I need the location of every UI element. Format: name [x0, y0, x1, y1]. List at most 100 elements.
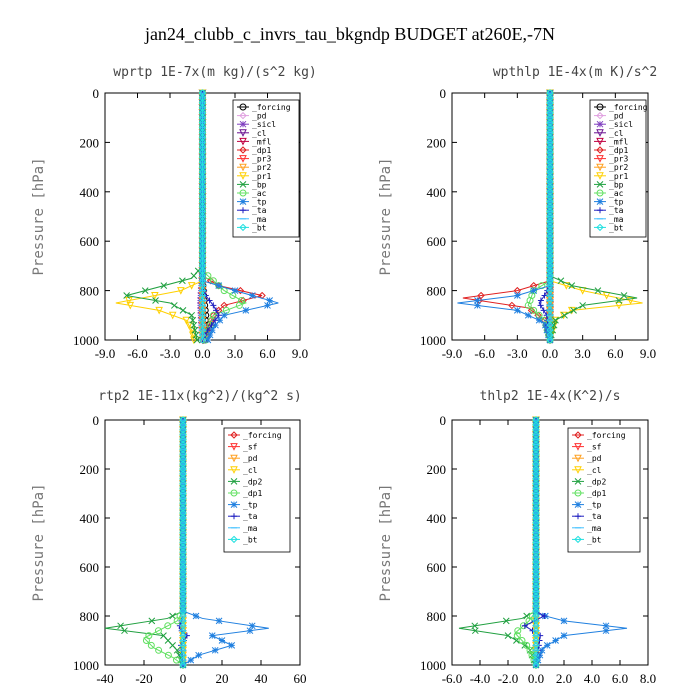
- legend-label: _ta: [609, 206, 624, 215]
- data-point: [208, 322, 215, 329]
- data-point: [198, 178, 207, 186]
- legend-label: _pd: [609, 112, 624, 121]
- data-point: [198, 257, 207, 265]
- data-point: [208, 632, 216, 639]
- legend-entry: _ma: [594, 215, 624, 224]
- data-point: [532, 622, 540, 630]
- legend-marker: [239, 163, 247, 172]
- data-point: [198, 118, 207, 127]
- data-point: [546, 118, 554, 127]
- data-point: [552, 316, 559, 324]
- legend-marker: [574, 535, 582, 544]
- legend-label: _dp1: [252, 146, 271, 155]
- data-point: [474, 302, 481, 309]
- data-point: [198, 311, 207, 320]
- data-point: [540, 307, 547, 314]
- legend-label: _bp: [252, 180, 267, 189]
- plot-title: rtp2 1E-11x(kg^2)/(kg^2 s): [98, 389, 302, 404]
- data-point: [532, 460, 540, 468]
- data-point: [198, 321, 207, 329]
- x-tick-label: 0.0: [528, 671, 544, 686]
- legend-label: _ta: [243, 512, 258, 521]
- data-point: [541, 613, 548, 619]
- data-point: [532, 626, 540, 635]
- data-point: [206, 331, 214, 339]
- data-point: [546, 133, 554, 142]
- data-point: [546, 183, 554, 191]
- data-point: [198, 128, 207, 137]
- data-point: [626, 296, 635, 305]
- data-point: [179, 617, 187, 625]
- data-point: [179, 656, 187, 664]
- data-point: [179, 470, 187, 478]
- data-point: [615, 297, 623, 304]
- data-point: [532, 528, 540, 537]
- data-point: [179, 661, 187, 669]
- data-point: [532, 651, 540, 659]
- legend-marker: [596, 198, 604, 205]
- data-point: [546, 212, 554, 221]
- legend-label: _forcing: [609, 103, 648, 112]
- data-point: [198, 237, 207, 245]
- legend-label: _pr2: [609, 163, 628, 172]
- data-point: [193, 336, 201, 344]
- legend-marker: [596, 172, 604, 180]
- series-bt: [532, 416, 540, 669]
- legend-marker: [230, 501, 238, 508]
- data-point: [508, 301, 516, 310]
- series-line: [462, 93, 551, 341]
- data-point: [530, 306, 538, 314]
- data-point: [557, 277, 565, 285]
- data-point: [179, 489, 187, 498]
- data-point: [121, 627, 128, 635]
- data-point: [248, 622, 256, 630]
- legend-marker: [239, 181, 247, 188]
- x-tick-label: 6.0: [607, 346, 623, 361]
- legend-entry: _pr1: [594, 172, 628, 181]
- x-tick-label: 6.0: [612, 671, 628, 686]
- y-tick-label: 800: [80, 609, 100, 624]
- data-point: [164, 622, 172, 630]
- legend-label: _dp1: [609, 146, 628, 155]
- data-point: [198, 202, 207, 211]
- legend-marker: [574, 431, 582, 439]
- data-point: [179, 651, 187, 659]
- chart-panel-3: rtp2 1E-11x(kg^2)/(kg^2 s)-40 -20 0 20 40 600…: [31, 389, 307, 686]
- data-point: [546, 163, 554, 171]
- legend-entry: _pd: [228, 454, 258, 463]
- legend-marker: [596, 155, 604, 163]
- legend-entry: _cl: [228, 466, 258, 475]
- x-tick-label: 4.0: [584, 671, 600, 686]
- data-point: [568, 282, 576, 290]
- legend-entry: _dp2: [572, 477, 606, 486]
- data-point: [212, 317, 219, 324]
- data-point: [543, 642, 551, 649]
- legend-entry: _bt: [572, 535, 602, 544]
- data-point: [532, 479, 540, 488]
- legend-label: _pr2: [252, 163, 271, 172]
- data-point: [191, 326, 199, 334]
- legend-marker: [230, 489, 238, 497]
- legend-entry: _bt: [228, 535, 258, 544]
- data-point: [551, 316, 560, 325]
- legend-marker: [230, 454, 238, 463]
- legend: _forcing_pd_sicl_cl_mfl_dp1_pr3_pr2_pr1_…: [589, 99, 648, 238]
- data-point: [198, 306, 207, 315]
- legend-entry: _pr1: [237, 172, 271, 181]
- legend-label: _sicl: [609, 120, 633, 129]
- legend-entry: _cl: [237, 129, 267, 138]
- data-point: [164, 651, 172, 659]
- data-point: [155, 306, 163, 315]
- legend-entry: _ta: [228, 512, 258, 521]
- data-point: [532, 636, 540, 645]
- data-point: [546, 237, 554, 245]
- data-point: [142, 637, 150, 644]
- legend: _forcing _sf _pd _cl _dp2 _dp1 _tp _ta _ma _bt: [567, 427, 641, 553]
- legend-entry: _tp: [237, 198, 267, 207]
- x-tick-label: 40: [255, 671, 268, 686]
- legend-entry: _forcing: [237, 103, 291, 112]
- data-point: [235, 301, 243, 309]
- legend-entry: _pr3: [237, 155, 271, 164]
- data-point: [179, 445, 187, 454]
- data-point: [179, 465, 187, 473]
